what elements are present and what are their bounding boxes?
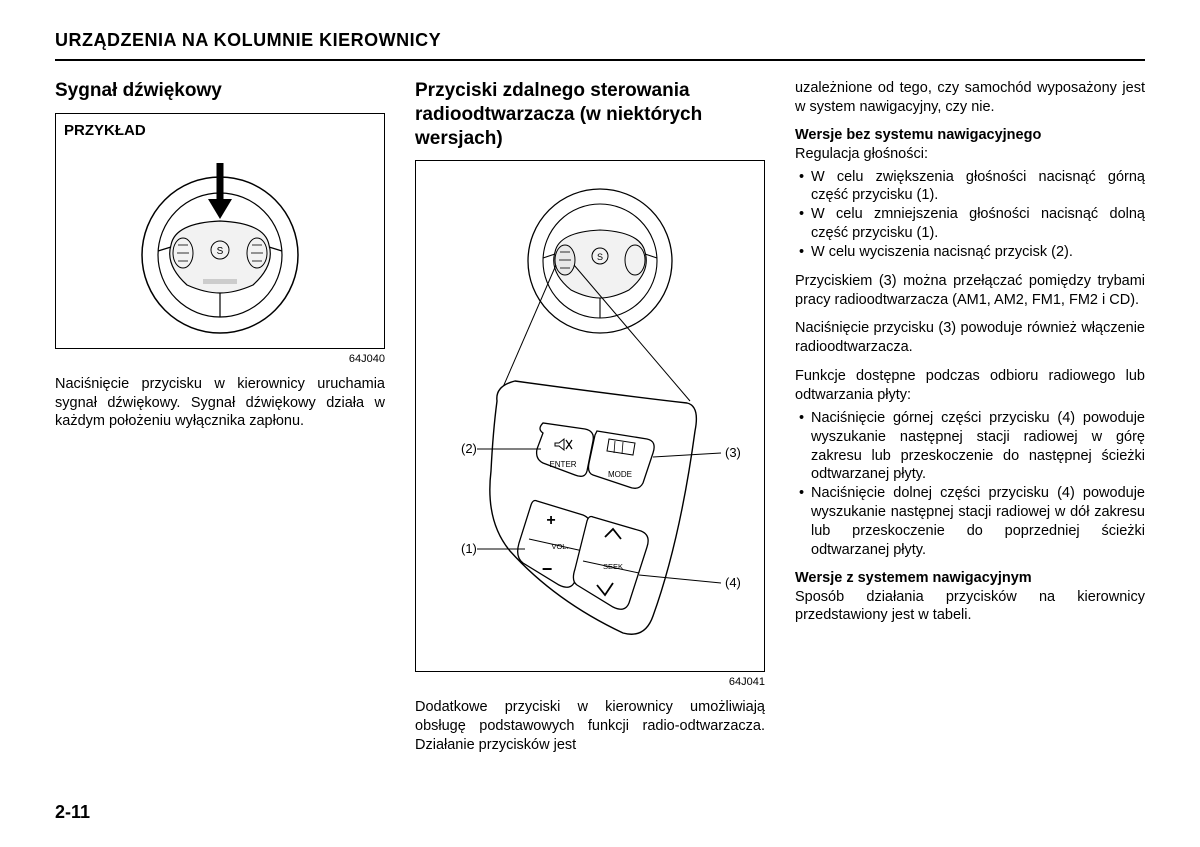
list-item: W celu wyciszenia nacisnąć przycisk (2). [795,243,1145,262]
vol-button-label: VOL. [551,542,568,551]
callout-3: (3) [725,445,741,460]
column-2: Przyciski zdalnego sterowania radioodtwa… [415,79,765,765]
col3-p4: Naciśnięcie przycisku (3) powoduje równi… [795,319,1145,357]
figure-1-caption: 64J040 [55,353,385,365]
col1-heading: Sygnał dźwiękowy [55,79,385,103]
col2-paragraph: Dodatkowe przyciski w kierownicy umożliw… [415,698,765,755]
col3-p6: Sposób działania przycisków na kierownic… [795,588,1145,626]
list-item: Naciśnięcie górnej części przycisku (4) … [795,409,1145,484]
col3-list2: Naciśnięcie górnej części przycisku (4) … [795,409,1145,560]
col3-p2: Regulacja głośności: [795,145,1145,164]
col3-sub1: Wersje bez systemu nawigacyjnego [795,127,1145,143]
page-number: 2-11 [55,802,90,823]
column-1: Sygnał dźwiękowy PRZYKŁAD [55,79,385,765]
figure-2-box: S ENTER [415,160,765,672]
callout-4: (4) [725,575,741,590]
page-header: URZĄDZENIA NA KOLUMNIE KIEROWNICY [55,30,1145,61]
steering-wheel-horn-diagram: S [75,145,365,340]
steering-wheel-controls-diagram: S ENTER [425,171,755,661]
col3-p1: uzależnione od tego, czy samochód wyposa… [795,79,1145,117]
mode-button-label: MODE [608,470,632,479]
col1-paragraph: Naciśnięcie przycisku w kierownicy uruch… [55,375,385,432]
list-item: W celu zmniejszenia głośności nacisnąć d… [795,205,1145,243]
content-columns: Sygnał dźwiękowy PRZYKŁAD [55,79,1145,765]
seek-button-label: SEEK [603,562,623,571]
figure-2-caption: 64J041 [415,676,765,688]
column-3: uzależnione od tego, czy samochód wyposa… [795,79,1145,765]
svg-text:S: S [217,246,224,257]
col3-p3: Przyciskiem (3) można przełączać pomiędz… [795,272,1145,310]
col3-sub2: Wersje z systemem nawigacyjnym [795,570,1145,586]
svg-text:+: + [546,512,555,529]
col3-p5: Funkcje dostępne podczas odbioru radiowe… [795,367,1145,405]
col2-heading: Przyciski zdalnego sterowania radioodtwa… [415,79,765,150]
svg-text:−: − [542,559,553,579]
callout-1: (1) [461,541,477,556]
figure-1-box: PRZYKŁAD [55,113,385,349]
callout-2: (2) [461,441,477,456]
list-item: Naciśnięcie dolnej części przycisku (4) … [795,484,1145,559]
list-item: W celu zwiększenia głośności nacisnąć gó… [795,168,1145,206]
svg-text:S: S [597,252,603,262]
figure-1-label: PRZYKŁAD [64,122,376,139]
enter-button-label: ENTER [549,460,576,469]
col3-list1: W celu zwiększenia głośności nacisnąć gó… [795,168,1145,262]
